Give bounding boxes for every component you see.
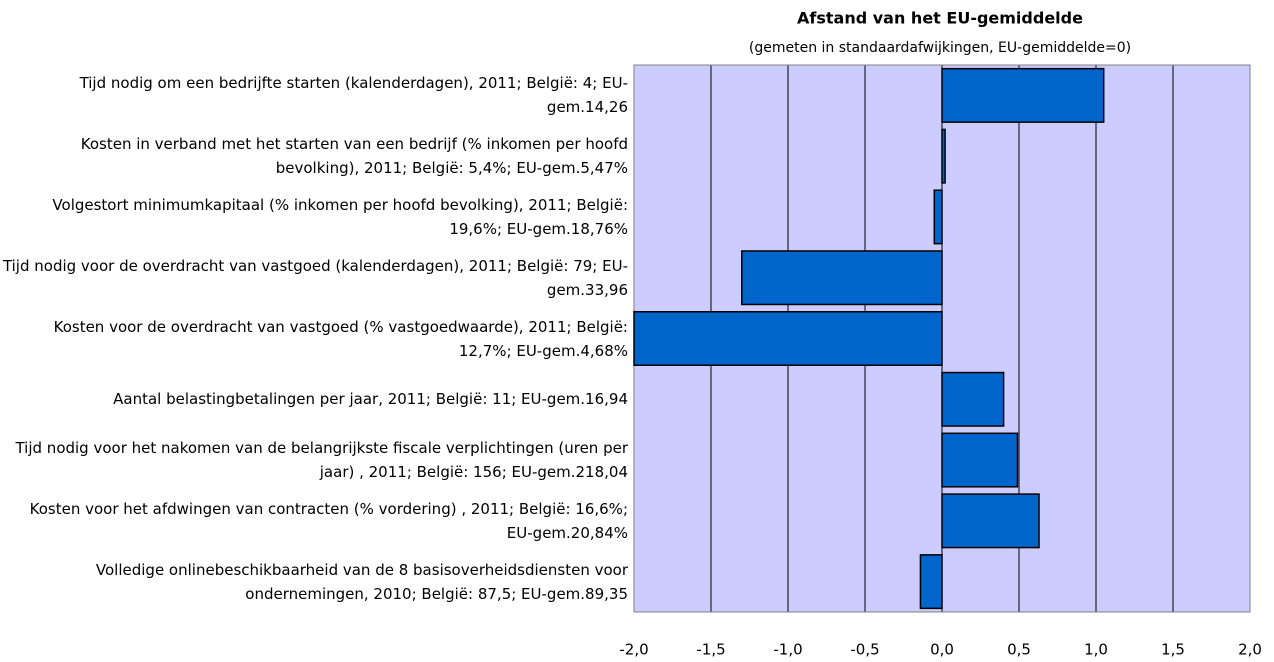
category-label: Aantal belastingbetalingen per jaar, 201…	[113, 390, 628, 409]
bar	[941, 493, 1040, 549]
x-tick-label: -0,5	[850, 641, 879, 659]
chart-title: Afstand van het EU-gemiddelde	[797, 9, 1083, 28]
bar	[941, 432, 1019, 488]
bar	[941, 371, 1005, 427]
category-label: Kosten voor het afdwingen van contracten…	[29, 499, 628, 542]
x-tick-label: 1,0	[1084, 641, 1108, 659]
x-tick-label: 0,0	[930, 641, 954, 659]
category-label: Kosten voor de overdracht van vastgoed (…	[53, 317, 628, 360]
x-tick-label: 1,5	[1161, 641, 1185, 659]
category-label: Tijd nodig om een bedrijfte starten (kal…	[79, 74, 628, 117]
x-tick-label: 0,5	[1007, 641, 1031, 659]
x-tick-label: 2,0	[1238, 641, 1262, 659]
category-label: Tijd nodig voor het nakomen van de belan…	[15, 439, 628, 482]
category-label: Volledige onlinebeschikbaarheid van de 8…	[95, 560, 628, 603]
bar	[941, 128, 946, 184]
x-tick-label: -1,0	[773, 641, 802, 659]
category-label: Volgestort minimumkapitaal (% inkomen pe…	[52, 195, 628, 238]
category-label: Kosten in verband met het starten van ee…	[80, 135, 628, 178]
bar	[919, 554, 943, 610]
category-label: Tijd nodig voor de overdracht van vastgo…	[2, 256, 628, 299]
x-tick-label: -2,0	[619, 641, 648, 659]
bar	[633, 311, 943, 366]
chart-subtitle: (gemeten in standaardafwijkingen, EU-gem…	[749, 40, 1131, 56]
bar	[741, 250, 943, 306]
bar	[941, 67, 1105, 123]
bar	[933, 189, 943, 245]
x-tick-label: -1,5	[696, 641, 725, 659]
